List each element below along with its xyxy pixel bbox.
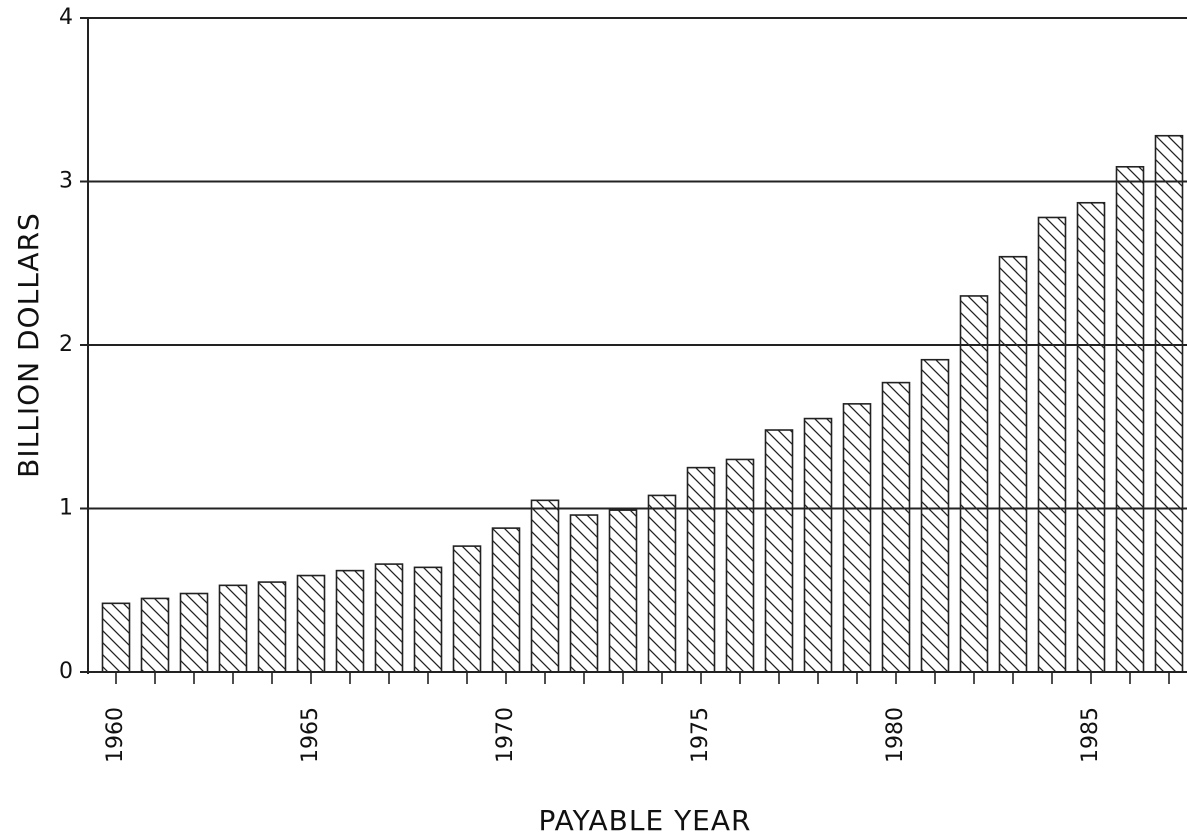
bar (452, 545, 482, 673)
y-tick-label: 0 (59, 659, 73, 684)
bar (881, 381, 911, 673)
x-tick-label: 1965 (298, 707, 323, 763)
bar (101, 602, 131, 673)
bar (764, 429, 794, 673)
x-tick-label: 1970 (493, 707, 518, 763)
bar (686, 466, 716, 673)
bar (491, 527, 521, 673)
y-tick-label: 2 (59, 332, 73, 357)
bar (725, 458, 755, 673)
x-axis-title: PAYABLE YEAR (539, 804, 752, 836)
x-tick-label: 1985 (1078, 707, 1103, 763)
bar (179, 592, 209, 673)
bar (1154, 134, 1184, 673)
y-axis-title: BILLION DOLLARS (12, 212, 45, 478)
bar (920, 358, 950, 673)
bar (296, 574, 326, 673)
bar (140, 597, 170, 673)
bar (608, 509, 638, 673)
x-tick-label: 1980 (883, 707, 908, 763)
bar (1037, 216, 1067, 673)
y-tick-label: 3 (59, 169, 73, 194)
x-tick-label: 1975 (688, 707, 713, 763)
x-tick-label: 1960 (103, 707, 128, 763)
bar (374, 563, 404, 673)
y-tick-label: 1 (59, 496, 73, 521)
bar (530, 499, 560, 673)
bar (1115, 165, 1145, 673)
bar (803, 417, 833, 673)
bar (335, 569, 365, 673)
bar (257, 581, 287, 673)
bar (413, 566, 443, 673)
bar (1076, 201, 1106, 673)
bar (218, 584, 248, 673)
bar (569, 514, 599, 673)
bar (842, 403, 872, 673)
y-tick-label: 4 (59, 5, 73, 30)
bar (647, 494, 677, 673)
bar (959, 295, 989, 673)
bar (998, 255, 1028, 673)
